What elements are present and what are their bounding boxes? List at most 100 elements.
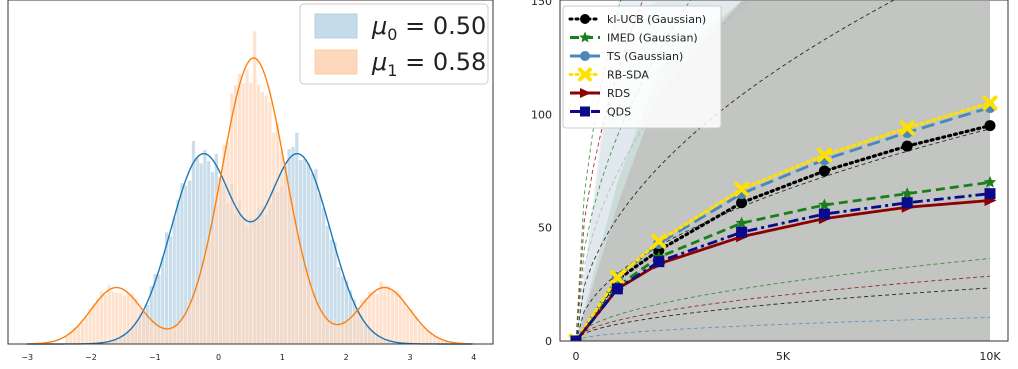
- legend-swatch-mu0: [314, 13, 358, 39]
- histogram-bar: [164, 329, 169, 344]
- histogram-bar: [352, 310, 356, 344]
- data-point-x: [982, 95, 998, 111]
- histogram-bar: [333, 322, 337, 344]
- histogram-bar: [149, 321, 153, 344]
- histogram-bar: [214, 188, 218, 344]
- right-legend-box: [562, 5, 722, 129]
- histogram-bar: [318, 194, 322, 344]
- x-tick-label: 0: [216, 353, 221, 362]
- x-tick-label: −1: [149, 353, 161, 362]
- x-tick-label: 4: [471, 353, 476, 362]
- histogram-bar: [149, 286, 153, 344]
- histogram-bar: [367, 291, 372, 344]
- legend-swatch-mu1: [314, 49, 358, 75]
- histogram-bar: [138, 309, 142, 344]
- histogram-bar: [302, 269, 307, 344]
- histogram-bar: [176, 199, 180, 344]
- data-point: [984, 188, 996, 200]
- histogram-bar: [249, 82, 253, 345]
- quantile-line: [575, 316, 991, 341]
- data-point-x: [651, 233, 667, 249]
- histogram-bar: [187, 302, 192, 344]
- regret-lines: [568, 0, 998, 341]
- histogram-bar: [161, 328, 165, 344]
- histogram-bar: [318, 305, 322, 344]
- x-tick-label: 3: [407, 353, 412, 362]
- x-tick-label: 5K: [776, 350, 791, 363]
- legend-label: TS (Gaussian): [606, 50, 683, 63]
- histogram-bar: [168, 236, 173, 344]
- data-point: [818, 208, 830, 220]
- histogram-bar: [264, 95, 268, 344]
- legend-item: QDS: [570, 106, 631, 119]
- data-point: [736, 226, 748, 238]
- histogram-bar: [130, 293, 134, 344]
- histogram-bar: [191, 298, 196, 344]
- legend-label-mu0: μ0 = 0.50: [371, 12, 486, 44]
- data-point-x: [816, 147, 832, 163]
- data-point-x: [609, 270, 625, 286]
- data-point: [983, 175, 997, 188]
- legend-label: RB-SDA: [607, 69, 649, 82]
- histogram-bar: [433, 335, 437, 344]
- legend-label: kl-UCB (Gaussian): [607, 13, 706, 26]
- data-point: [818, 165, 830, 177]
- histogram-bar: [360, 299, 364, 344]
- x-tick-label: 0: [573, 350, 580, 363]
- legend-label: IMED (Gaussian): [607, 32, 698, 45]
- histogram-bar: [222, 144, 226, 344]
- histogram-bar: [107, 285, 111, 344]
- histogram-bar: [287, 188, 291, 344]
- histogram-bar: [84, 317, 88, 344]
- histogram-bar: [191, 140, 196, 344]
- y-tick-label: 150: [531, 0, 552, 8]
- right-ticks: 0 5K 10K 0 50 100 150: [531, 0, 1001, 363]
- series-line: [574, 101, 992, 341]
- histogram-bar: [306, 162, 310, 344]
- series-line: [574, 180, 991, 341]
- histogram-bar: [226, 141, 230, 344]
- data-point: [734, 181, 750, 197]
- histogram-bar: [180, 320, 184, 344]
- histogram-bar: [440, 339, 444, 344]
- histogram-bars: [65, 31, 448, 345]
- histogram-bar: [325, 225, 330, 344]
- data-point: [653, 256, 665, 268]
- right-axes-frame: [559, 0, 1009, 342]
- kde-curve: [27, 152, 473, 345]
- histogram-bar: [444, 341, 448, 344]
- data-point: [611, 283, 623, 295]
- data-point: [735, 216, 748, 229]
- x-tick-label: 2: [344, 353, 349, 362]
- histogram-bar: [276, 122, 280, 344]
- histogram-bar: [184, 315, 188, 344]
- histogram-bar: [218, 177, 222, 344]
- histogram-bar: [88, 308, 92, 344]
- x-tick-label: 1: [280, 353, 285, 362]
- histogram-bar: [253, 31, 257, 344]
- histogram-bar: [375, 294, 379, 344]
- data-point: [901, 140, 913, 152]
- histogram-bar: [172, 325, 176, 344]
- data-point: [580, 14, 590, 24]
- histogram-bar: [325, 319, 330, 344]
- data-point: [609, 270, 625, 286]
- left-axes-frame: [7, 0, 494, 345]
- legend-item: TS (Gaussian): [570, 50, 683, 63]
- histogram-bar: [184, 185, 188, 344]
- histogram-bar: [348, 315, 353, 344]
- legend-label: QDS: [607, 106, 631, 119]
- histogram-bar: [203, 253, 207, 344]
- y-tick-label: 50: [538, 222, 552, 235]
- histogram-bar: [333, 241, 337, 344]
- quantile-line: [575, 258, 991, 341]
- histogram-bar: [96, 298, 100, 344]
- data-point: [899, 120, 915, 136]
- histogram-bar: [425, 330, 429, 344]
- series-qds: [570, 188, 996, 341]
- histogram-bar: [195, 157, 199, 344]
- histogram-bar: [295, 228, 299, 344]
- histogram-bar: [410, 309, 414, 344]
- legend-item: kl-UCB (Gaussian): [568, 13, 706, 26]
- histogram-bar: [398, 294, 402, 344]
